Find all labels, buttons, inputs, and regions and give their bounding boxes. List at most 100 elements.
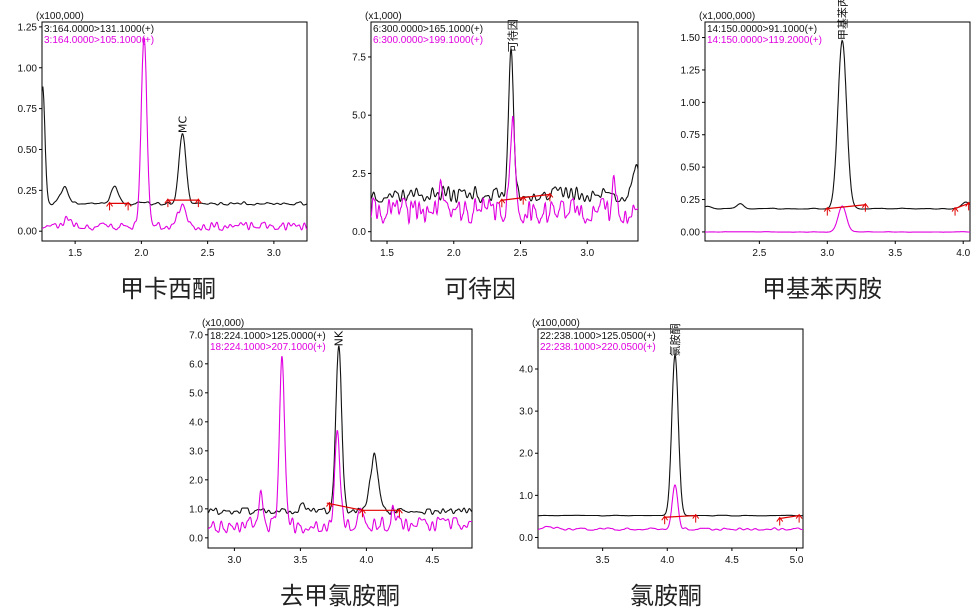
qualifier-trace — [42, 37, 307, 231]
integration-baseline — [954, 202, 969, 210]
chromatogram-panel-1: 0.00 0.25 0.50 0.75 1.00 1.25 1.5 2.0 2.5 3.0 (x10… — [18, 11, 308, 303]
chromatogram-panel-2: 0.0 2.5 5.0 7.5 1.5 2.0 2.5 3.0 (x1,000) 6:300.00… — [352, 11, 639, 303]
x-tick-label: 4.5 — [725, 555, 739, 566]
plot-frame — [537, 328, 804, 549]
peak-marker-arrow — [124, 201, 132, 211]
peak-marker-arrow — [194, 198, 202, 208]
quantifier-trace — [538, 353, 803, 517]
x-tick-label: 3.5 — [293, 555, 307, 566]
y-tick-label: 0.25 — [18, 186, 38, 197]
scale-label: (x1,000,000) — [699, 11, 755, 22]
channel-label: 6:300.0000>199.1000(+) — [373, 35, 483, 46]
channel-label: 18:224.1000>207.1000(+) — [210, 342, 326, 353]
x-tick-label: 4.0 — [359, 555, 373, 566]
channel-label: 18:224.1000>125.0000(+) — [210, 331, 326, 342]
x-tick-label: 2.5 — [752, 248, 766, 259]
y-tick-label: 5.0 — [189, 388, 203, 399]
y-tick-label: 2.0 — [519, 449, 533, 460]
peak-marker-arrow — [546, 192, 554, 202]
plot-frame — [207, 328, 473, 549]
peak-label: 氯胺酮 — [668, 323, 682, 356]
y-tick-label: 5.0 — [352, 111, 366, 122]
peak-marker-arrow — [661, 515, 669, 525]
panel-caption: 甲基苯丙胺 — [762, 275, 882, 303]
quantifier-trace — [371, 48, 638, 204]
x-tick-label: 4.5 — [425, 555, 439, 566]
y-tick-label: 1.0 — [189, 504, 203, 515]
y-tick-label: 0.00 — [18, 227, 38, 238]
y-tick-label: 0.50 — [18, 145, 38, 156]
y-tick-label: 1.25 — [681, 65, 701, 76]
chromatogram-panel-5: 0.0 1.0 2.0 3.0 4.0 3.5 4.0 4.5 5.0 (x100,000) 22:… — [519, 318, 804, 610]
y-tick-label: 0.0 — [189, 533, 203, 544]
y-tick-label: 3.0 — [189, 446, 203, 457]
x-tick-label: 2.0 — [134, 248, 148, 259]
x-tick-label: 3.0 — [267, 248, 281, 259]
scale-label: (x100,000) — [532, 318, 580, 329]
integration-baseline — [827, 204, 866, 210]
x-tick-label: 2.5 — [514, 248, 528, 259]
y-tick-label: 6.0 — [189, 359, 203, 370]
y-tick-label: 0.75 — [18, 104, 38, 115]
x-tick-label: 2.5 — [201, 248, 215, 259]
y-tick-label: 4.0 — [189, 417, 203, 428]
integration-baseline — [326, 502, 363, 511]
plot-frame — [704, 21, 971, 242]
peak-marker-arrow — [823, 206, 831, 216]
peak-label: 可待因 — [506, 19, 520, 52]
channel-label: 3:164.0000>105.1000(+) — [44, 35, 154, 46]
y-tick-label: 7.0 — [189, 330, 203, 341]
integration-baseline — [501, 193, 550, 201]
peak-marker-arrow — [795, 513, 803, 523]
y-tick-label: 1.00 — [681, 98, 701, 109]
panel-caption: 甲卡西酮 — [120, 275, 216, 303]
peak-marker-arrow — [965, 201, 970, 211]
channel-label: 6:300.0000>165.1000(+) — [373, 24, 483, 35]
channel-label: 22:238.1000>220.0500(+) — [540, 342, 656, 353]
quantifier-trace — [208, 345, 472, 516]
y-tick-label: 4.0 — [519, 365, 533, 376]
peak-label: MC — [176, 116, 189, 133]
quantifier-trace — [705, 39, 970, 210]
x-tick-label: 3.5 — [596, 555, 610, 566]
y-tick-label: 0.00 — [681, 227, 701, 238]
channel-label: 14:150.0000>119.2000(+) — [707, 35, 822, 46]
x-tick-label: 5.0 — [790, 555, 804, 566]
y-tick-label: 1.00 — [18, 63, 38, 74]
peak-marker-arrow — [951, 206, 959, 216]
y-tick-label: 0.25 — [681, 195, 701, 206]
channel-label: 3:164.0000>131.1000(+) — [44, 24, 154, 35]
peak-marker-arrow — [164, 198, 172, 208]
x-tick-label: 1.5 — [68, 248, 82, 259]
plot-frame — [41, 21, 308, 242]
panel-caption: 氯胺酮 — [630, 582, 702, 610]
y-tick-label: 0.0 — [519, 533, 533, 544]
peak-label: NK — [333, 330, 346, 346]
y-tick-label: 0.50 — [681, 163, 701, 174]
x-tick-label: 3.5 — [888, 248, 902, 259]
peak-label: 甲基苯丙胺 — [835, 0, 849, 40]
scale-label: (x10,000) — [202, 318, 244, 329]
x-tick-label: 3.0 — [820, 248, 834, 259]
peak-marker-arrow — [519, 195, 527, 205]
channel-label: 14:150.0000>91.1000(+) — [707, 24, 817, 35]
x-tick-label: 3.0 — [580, 248, 594, 259]
x-tick-label: 2.0 — [447, 248, 461, 259]
channel-label: 22:238.1000>125.0500(+) — [540, 331, 656, 342]
plot-frame — [370, 21, 639, 242]
integration-baseline — [779, 514, 800, 520]
peak-marker-arrow — [861, 202, 869, 212]
y-tick-label: 2.0 — [189, 475, 203, 486]
y-tick-label: 0.75 — [681, 130, 701, 141]
qualifier-trace — [371, 115, 638, 225]
qualifier-trace — [208, 356, 472, 534]
peak-marker-arrow — [776, 516, 784, 526]
y-tick-label: 2.5 — [352, 169, 366, 180]
y-tick-label: 1.0 — [519, 491, 533, 502]
chromatogram-panel-4: 0.0 1.0 2.0 3.0 4.0 5.0 6.0 7.0 3.0 3.5 4.0 4.5 (x10… — [189, 318, 473, 610]
panel-caption: 可待因 — [444, 275, 516, 303]
panel-caption: 去甲氯胺酮 — [280, 582, 400, 610]
peak-marker-arrow — [326, 501, 333, 511]
y-tick-label: 1.50 — [681, 33, 701, 44]
scale-label: (x1,000) — [365, 11, 402, 22]
